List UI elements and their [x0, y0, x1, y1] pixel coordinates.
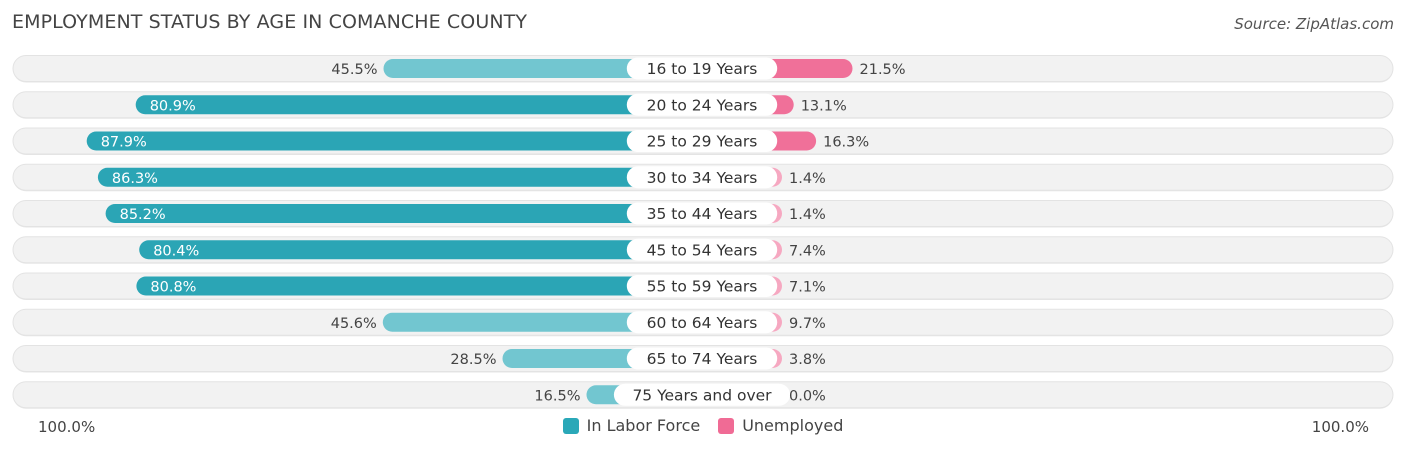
category-label-20-to-24-years: 20 to 24 Years: [647, 96, 758, 114]
bar-labor-force-60-to-64-years: [382, 312, 702, 332]
value-label-labor-force-20-to-24-years: 80.9%: [150, 98, 196, 114]
legend-swatch-unemployed: [718, 417, 735, 434]
category-label-35-to-44-years: 35 to 44 Years: [647, 205, 758, 223]
chart-title: EMPLOYMENT STATUS BY AGE IN COMANCHE COU…: [12, 11, 528, 33]
category-pill-45-to-54-years: [626, 238, 778, 261]
legend-label-unemployed: Unemployed: [742, 416, 844, 435]
legend-swatch-labor-force: [562, 417, 579, 434]
legend-item-unemployed: Unemployed: [718, 416, 843, 435]
category-pill-35-to-44-years: [626, 202, 778, 225]
value-label-labor-force-35-to-44-years: 85.2%: [120, 207, 166, 223]
bar-labor-force-30-to-34-years: [97, 167, 702, 187]
category-label-75-years-and-over: 75 Years and over: [632, 386, 772, 404]
value-label-labor-force-25-to-29-years: 87.9%: [101, 135, 147, 151]
category-label-55-to-59-years: 55 to 59 Years: [647, 278, 758, 296]
category-label-45-to-54-years: 45 to 54 Years: [647, 241, 758, 259]
category-label-30-to-34-years: 30 to 34 Years: [647, 169, 758, 187]
bar-labor-force-55-to-59-years: [136, 276, 702, 296]
value-label-unemployed-75-years-and-over: 0.0%: [789, 388, 826, 404]
source-label: Source: ZipAtlas.com: [1234, 15, 1394, 33]
bar-labor-force-25-to-29-years: [86, 131, 702, 151]
value-label-unemployed-20-to-24-years: 13.1%: [801, 98, 847, 114]
value-label-labor-force-16-to-19-years: 45.5%: [331, 62, 377, 78]
axis-left-label: 100.0%: [38, 418, 96, 436]
category-pill-16-to-19-years: [626, 57, 778, 80]
category-pill-60-to-64-years: [626, 311, 778, 334]
category-pill-25-to-29-years: [626, 130, 778, 152]
value-label-labor-force-60-to-64-years: 45.6%: [331, 316, 377, 332]
value-label-unemployed-45-to-54-years: 7.4%: [789, 243, 826, 259]
value-label-labor-force-30-to-34-years: 86.3%: [112, 171, 158, 187]
bar-labor-force-35-to-44-years: [105, 204, 703, 223]
category-label-60-to-64-years: 60 to 64 Years: [647, 314, 758, 332]
category-pill-55-to-59-years: [626, 275, 778, 297]
value-label-unemployed-55-to-59-years: 7.1%: [789, 280, 826, 296]
category-pill-75-years-and-over: [613, 383, 791, 406]
value-label-labor-force-75-years-and-over: 16.5%: [534, 388, 580, 404]
category-pill-20-to-24-years: [626, 93, 778, 116]
axis-right-label: 100.0%: [1311, 418, 1369, 436]
legend-label-labor-force: In Labor Force: [586, 416, 701, 435]
value-label-unemployed-16-to-19-years: 21.5%: [860, 62, 906, 78]
category-pill-30-to-34-years: [626, 166, 778, 189]
value-label-unemployed-25-to-29-years: 16.3%: [823, 135, 869, 151]
value-label-labor-force-55-to-59-years: 80.8%: [150, 280, 196, 296]
bar-labor-force-20-to-24-years: [135, 95, 702, 115]
value-label-unemployed-30-to-34-years: 1.4%: [789, 171, 826, 187]
value-label-unemployed-35-to-44-years: 1.4%: [789, 207, 826, 223]
legend-item-labor-force: In Labor Force: [562, 416, 701, 435]
category-label-65-to-74-years: 65 to 74 Years: [647, 350, 758, 368]
value-label-labor-force-65-to-74-years: 28.5%: [450, 352, 496, 368]
category-label-25-to-29-years: 25 to 29 Years: [647, 133, 758, 151]
bar-labor-force-16-to-19-years: [383, 59, 702, 78]
bar-labor-force-45-to-54-years: [139, 240, 702, 260]
category-label-16-to-19-years: 16 to 19 Years: [647, 60, 758, 78]
value-label-unemployed-65-to-74-years: 3.8%: [789, 352, 826, 368]
category-pill-65-to-74-years: [626, 347, 778, 370]
value-label-labor-force-45-to-54-years: 80.4%: [153, 243, 199, 259]
legend: In Labor Force Unemployed: [0, 416, 1406, 435]
value-label-unemployed-60-to-64-years: 9.7%: [789, 316, 826, 332]
